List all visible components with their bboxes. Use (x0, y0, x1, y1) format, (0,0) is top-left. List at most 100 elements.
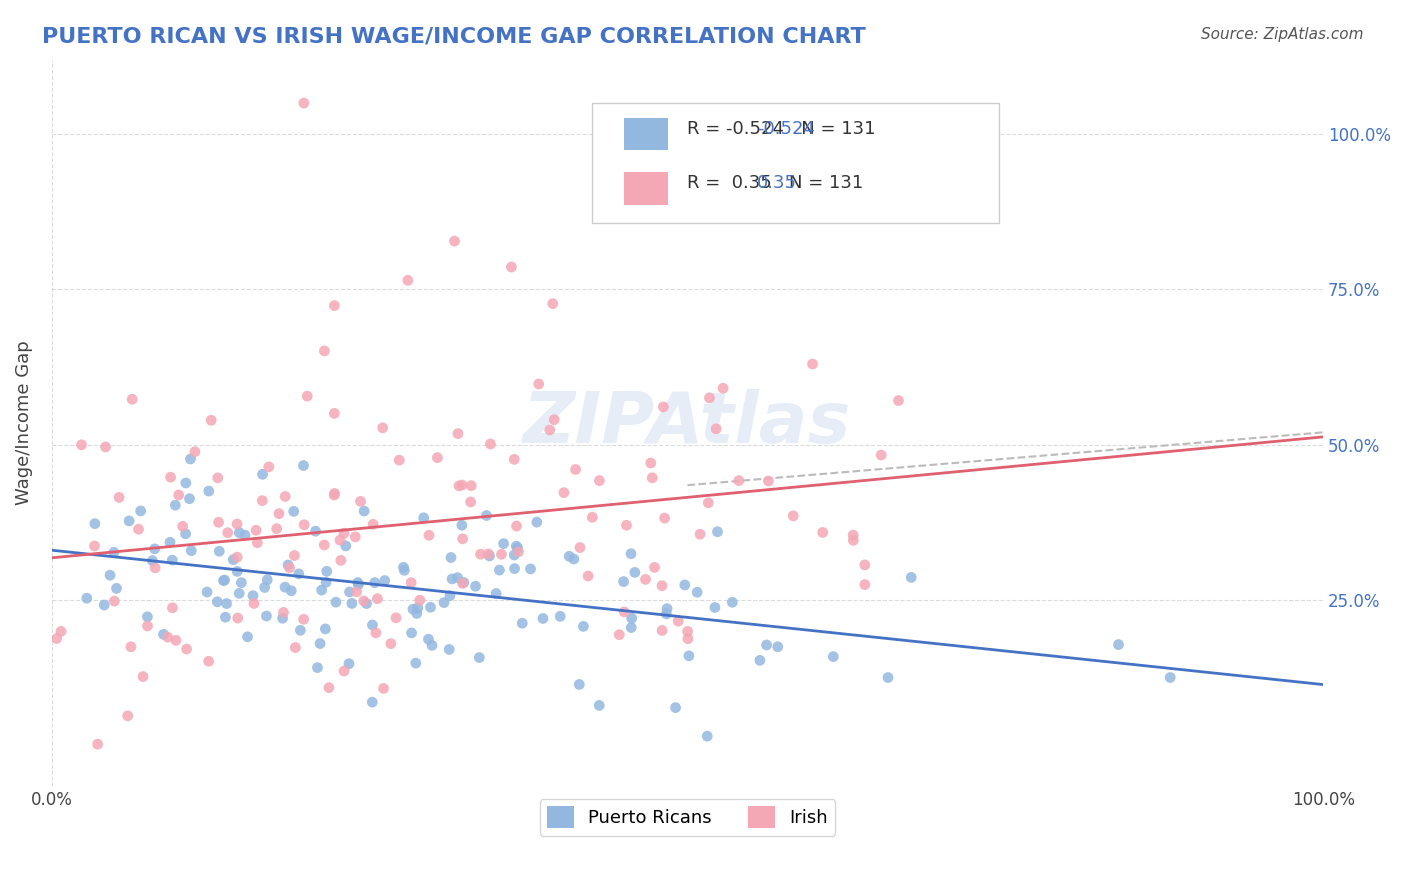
Irish (323, 406, 346, 420)
Puerto Ricans (356, 597, 378, 611)
Irish (588, 474, 610, 488)
Irish (689, 527, 711, 541)
Puerto Ricans (440, 550, 463, 565)
Puerto Ricans (226, 565, 249, 579)
Puerto Ricans (283, 504, 305, 518)
Irish (801, 357, 824, 371)
Puerto Ricans (721, 595, 744, 609)
Puerto Ricans (159, 535, 181, 549)
Irish (853, 558, 876, 572)
Puerto Ricans (419, 600, 441, 615)
Irish (811, 525, 834, 540)
Irish (782, 508, 804, 523)
Irish (207, 516, 229, 530)
Puerto Ricans (141, 553, 163, 567)
Puerto Ricans (228, 525, 250, 540)
Irish (505, 519, 527, 533)
Irish (200, 413, 222, 427)
Irish (184, 444, 207, 458)
Irish (396, 273, 419, 287)
Irish (842, 533, 865, 548)
Irish (652, 400, 675, 414)
Puerto Ricans (280, 583, 302, 598)
Puerto Ricans (392, 560, 415, 574)
Irish (83, 539, 105, 553)
Irish (576, 569, 599, 583)
Irish (314, 343, 336, 358)
Puerto Ricans (252, 467, 274, 482)
Irish (538, 423, 561, 437)
Irish (197, 654, 219, 668)
Irish (207, 471, 229, 485)
Irish (371, 421, 394, 435)
Puerto Ricans (253, 581, 276, 595)
Puerto Ricans (755, 638, 778, 652)
Puerto Ricans (394, 563, 416, 577)
Puerto Ricans (703, 600, 725, 615)
Puerto Ricans (620, 611, 643, 625)
Puerto Ricans (405, 607, 427, 621)
Irish (167, 488, 190, 502)
Puerto Ricans (315, 575, 337, 590)
Irish (243, 597, 266, 611)
Irish (634, 573, 657, 587)
Irish (94, 440, 117, 454)
Irish (644, 560, 666, 574)
Irish (699, 391, 721, 405)
Irish (564, 462, 586, 476)
Puerto Ricans (315, 565, 337, 579)
Irish (297, 389, 319, 403)
Puerto Ricans (588, 698, 610, 713)
Puerto Ricans (174, 475, 197, 490)
Irish (226, 550, 249, 565)
Puerto Ricans (98, 568, 121, 582)
Irish (318, 681, 340, 695)
Puerto Ricans (877, 671, 900, 685)
Puerto Ricans (510, 616, 533, 631)
Irish (451, 576, 474, 591)
Puerto Ricans (347, 578, 370, 592)
Irish (136, 619, 159, 633)
Irish (156, 630, 179, 644)
Irish (711, 381, 734, 395)
Irish (165, 633, 187, 648)
Puerto Ricans (433, 596, 456, 610)
Irish (616, 518, 638, 533)
Bar (624, 172, 668, 205)
Puerto Ricans (208, 544, 231, 558)
Puerto Ricans (152, 627, 174, 641)
Irish (581, 510, 603, 524)
Puerto Ricans (439, 589, 461, 603)
Irish (553, 485, 575, 500)
Irish (329, 553, 352, 567)
Irish (697, 496, 720, 510)
Puerto Ricans (287, 566, 309, 581)
Puerto Ricans (256, 573, 278, 587)
Irish (409, 593, 432, 607)
Puerto Ricans (453, 575, 475, 590)
Irish (887, 393, 910, 408)
Puerto Ricans (437, 642, 460, 657)
Puerto Ricans (464, 579, 486, 593)
Irish (460, 478, 482, 492)
Irish (426, 450, 449, 465)
Puerto Ricans (105, 582, 128, 596)
Irish (449, 479, 471, 493)
Puerto Ricans (548, 609, 571, 624)
Puerto Ricans (93, 598, 115, 612)
Irish (842, 528, 865, 542)
Irish (676, 624, 699, 639)
Puerto Ricans (468, 650, 491, 665)
Irish (108, 491, 131, 505)
Irish (103, 594, 125, 608)
Irish (704, 422, 727, 436)
Puerto Ricans (823, 649, 845, 664)
Irish (388, 453, 411, 467)
Irish (323, 486, 346, 500)
Irish (666, 614, 689, 628)
Puerto Ricans (620, 621, 643, 635)
Puerto Ricans (441, 572, 464, 586)
Irish (503, 452, 526, 467)
Irish (246, 536, 269, 550)
Puerto Ricans (418, 632, 440, 647)
